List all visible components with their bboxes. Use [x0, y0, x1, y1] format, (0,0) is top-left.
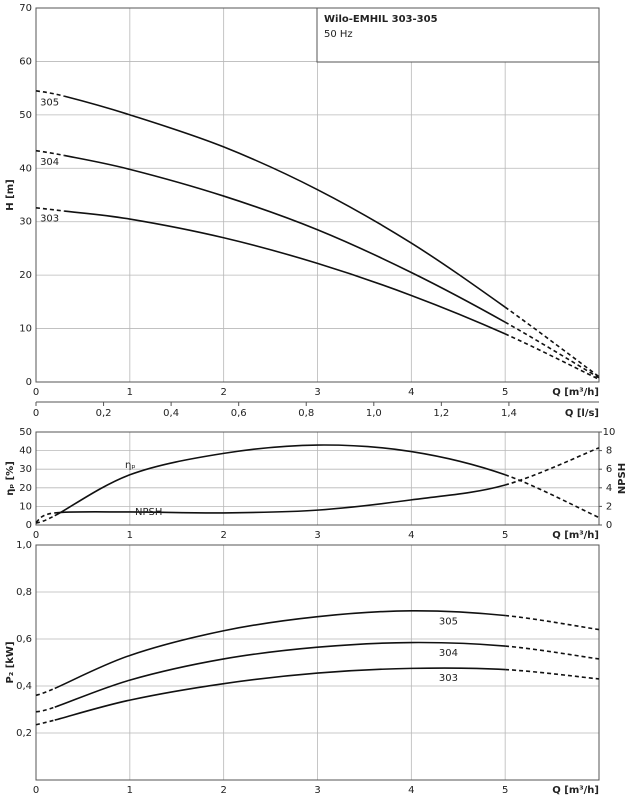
series-line: [54, 641, 506, 708]
title-box: [316, 7, 600, 63]
y-tick-label: 20: [19, 270, 32, 281]
x-tick-label: 2: [220, 785, 226, 796]
series-line: [54, 667, 506, 721]
y-tick-label: 1,0: [16, 540, 32, 551]
chart-subtitle: 50 Hz: [324, 29, 353, 40]
series-line: [504, 333, 600, 381]
y-tick-label: 50: [19, 110, 32, 121]
series-line: [505, 614, 600, 631]
y-tick-label: 30: [19, 217, 32, 228]
x2-tick-label: 0,6: [231, 408, 247, 419]
y-tick-label: 20: [19, 483, 32, 494]
x-tick-label: 5: [502, 530, 508, 541]
y2-axis-label: NPSH: [617, 463, 628, 494]
x-tick-label: 1: [127, 387, 133, 398]
series-line: [64, 210, 506, 335]
series-line: [54, 609, 506, 690]
series-line: [504, 447, 600, 486]
y-tick-label: 50: [19, 427, 32, 438]
series-line: [35, 149, 65, 157]
series-line: [54, 444, 506, 517]
x-tick-label: 4: [408, 785, 414, 796]
x-tick-label: 3: [314, 785, 320, 796]
y2-tick-label: 0: [606, 520, 612, 531]
series-label: 304: [439, 648, 458, 659]
series-line: [35, 687, 56, 697]
y2-tick-label: 8: [606, 446, 612, 457]
plot-frame: [35, 544, 600, 781]
x2-tick-label: 1,4: [501, 408, 517, 419]
series-line: [35, 719, 55, 726]
x2-tick-label: 0,4: [163, 408, 179, 419]
series-line: [505, 668, 600, 680]
series-line: [505, 645, 600, 660]
y-tick-label: 60: [19, 56, 32, 67]
series-line: [35, 514, 56, 524]
series-line: [35, 706, 56, 713]
series-label: ηₚ: [125, 460, 136, 471]
x-tick-label: 1: [127, 785, 133, 796]
x2-tick-label: 1,2: [433, 408, 449, 419]
x-tick-label: 0: [33, 785, 39, 796]
x2-tick-label: 0: [33, 408, 39, 419]
x-tick-label: 0: [33, 387, 39, 398]
x-tick-label: 3: [314, 387, 320, 398]
y-tick-label: 0,2: [16, 728, 32, 739]
x-tick-label: 5: [502, 785, 508, 796]
y-axis-label: H [m]: [5, 179, 16, 210]
series-line: [63, 154, 506, 323]
y2-tick-label: 4: [606, 483, 612, 494]
series-line: [35, 512, 55, 523]
y-axis-label: ηₚ [%]: [5, 461, 16, 496]
x2-tick-label: 1,0: [366, 408, 382, 419]
x-tick-label: 0: [33, 530, 39, 541]
x-tick-label: 1: [127, 530, 133, 541]
y-tick-label: 0,4: [16, 681, 32, 692]
x-axis-label: Q [m³/h]: [552, 530, 599, 541]
y-tick-label: 30: [19, 464, 32, 475]
x2-tick-label: 0,2: [96, 408, 112, 419]
series-line: [63, 95, 506, 308]
series-label: 304: [40, 157, 59, 168]
y-tick-label: 40: [19, 446, 32, 457]
y-tick-label: 0,8: [16, 587, 32, 598]
series-label: 305: [439, 617, 458, 628]
x-axis-label: Q [m³/h]: [552, 785, 599, 796]
x2-axis-label: Q [l/s]: [565, 408, 599, 419]
x-tick-label: 4: [408, 387, 414, 398]
y-tick-label: 70: [19, 3, 32, 14]
series-line: [504, 306, 600, 378]
y-tick-label: 10: [19, 501, 32, 512]
y-axis-label: P₂ [kW]: [5, 641, 16, 683]
series-label: 303: [439, 673, 458, 684]
series-line: [504, 474, 600, 519]
x-tick-label: 5: [502, 387, 508, 398]
x-tick-label: 4: [408, 530, 414, 541]
y-tick-label: 0: [26, 377, 32, 388]
x-axis-label: Q [m³/h]: [552, 387, 599, 398]
chart-title: Wilo-EMHIL 303-305: [324, 14, 438, 25]
y-tick-label: 10: [19, 324, 32, 335]
y2-tick-label: 10: [603, 427, 616, 438]
y2-tick-label: 6: [606, 464, 612, 475]
y-tick-label: 0,6: [16, 634, 32, 645]
y2-tick-label: 2: [606, 501, 612, 512]
x-tick-label: 2: [220, 530, 226, 541]
x-tick-label: 3: [314, 530, 320, 541]
series-line: [35, 90, 65, 97]
x-tick-label: 2: [220, 387, 226, 398]
x2-tick-label: 0,8: [298, 408, 314, 419]
y-tick-label: 40: [19, 163, 32, 174]
series-line: [504, 321, 600, 379]
series-line: [54, 484, 506, 514]
y-tick-label: 0: [26, 520, 32, 531]
series-line: [35, 207, 65, 212]
plot-frame: [35, 431, 600, 526]
series-label: NPSH: [135, 507, 162, 518]
series-label: 303: [40, 213, 59, 224]
series-label: 305: [40, 97, 59, 108]
